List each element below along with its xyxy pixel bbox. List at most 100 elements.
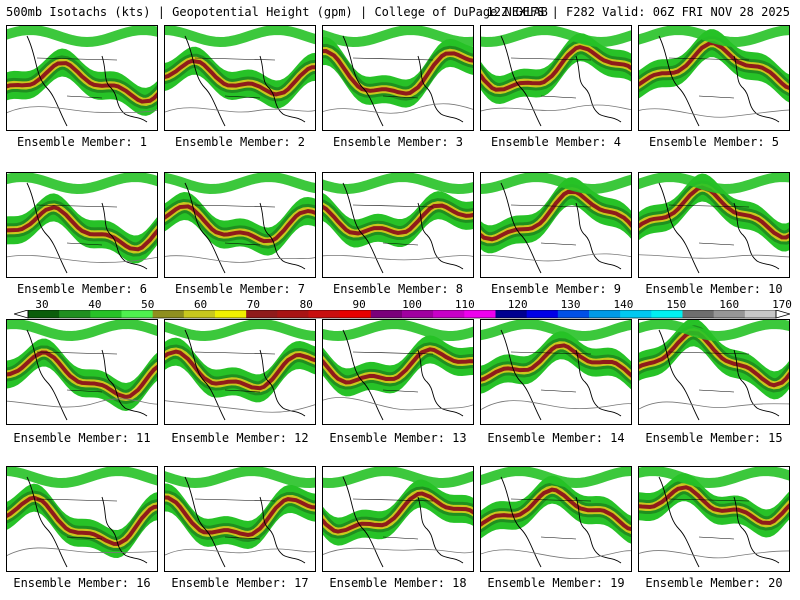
political-borders (36, 204, 118, 246)
jet-core-maroon (7, 205, 157, 252)
ensemble-member-label: Ensemble Member: 5 (648, 135, 780, 149)
jet-band-outer (165, 337, 315, 403)
jet-stream-map (7, 26, 157, 127)
secondary-jet (481, 320, 631, 341)
colorbar-swatch (246, 310, 278, 318)
height-contour (639, 254, 789, 259)
colorbar-swatch (370, 310, 403, 318)
secondary-jet (7, 320, 157, 341)
jet-core-maroon (481, 189, 631, 242)
height-contour (165, 107, 315, 113)
colorbar-left-arrow (14, 310, 29, 319)
ensemble-member-label: Ensemble Member: 9 (490, 282, 622, 296)
model-run-valid-time: 12Z GEFS | F282 Valid: 06Z FRI NOV 28 20… (486, 5, 790, 19)
political-borders (194, 498, 276, 540)
jet-core-maroon (639, 330, 789, 388)
jet-core-maroon (481, 45, 631, 92)
west-coastline (658, 476, 700, 568)
west-coastline (26, 476, 68, 568)
political-borders (668, 57, 750, 99)
jet-stream-map (323, 320, 473, 421)
secondary-jet (165, 26, 315, 48)
west-coastline (658, 182, 700, 274)
height-contour (165, 548, 315, 556)
jet-stream-map (165, 320, 315, 421)
political-borders (510, 351, 592, 393)
colorbar-right-arrow (775, 310, 790, 319)
east-coastline (733, 55, 780, 123)
jet-core-maroon (323, 48, 473, 96)
height-contour (165, 255, 315, 263)
ensemble-member-label: Ensemble Member: 11 (13, 431, 151, 445)
jet-core-maroon (639, 185, 789, 240)
political-borders (510, 57, 592, 99)
jet-core-maroon (481, 487, 631, 532)
ensemble-map-panel (322, 25, 474, 131)
ensemble-map-panel (638, 466, 790, 572)
ensemble-map-panel (6, 466, 158, 572)
height-contour (7, 398, 157, 408)
map-header: 500mb Isotachs (kts) | Geopotential Heig… (6, 5, 796, 21)
ensemble-map-panel (6, 25, 158, 131)
colorbar-swatch (90, 310, 122, 318)
colorbar-swatch (651, 310, 683, 318)
political-borders (36, 57, 118, 99)
height-contour (481, 253, 631, 262)
ensemble-member-label: Ensemble Member: 13 (329, 431, 467, 445)
height-contour (7, 106, 157, 114)
secondary-jet (165, 173, 315, 194)
east-coastline (733, 349, 780, 417)
secondary-jet (323, 26, 473, 48)
west-coastline (342, 329, 384, 421)
height-contour (323, 397, 473, 411)
secondary-jet (7, 26, 157, 48)
isotach-colorbar: 30 40 50 60 70 80 90 100 110 120 130 140 150 160 170 (14, 298, 792, 322)
colorbar-swatch (121, 310, 154, 318)
secondary-jet (639, 173, 789, 194)
ensemble-member-label: Ensemble Member: 10 (645, 282, 783, 296)
west-coastline (184, 182, 226, 274)
ensemble-map-panel (638, 25, 790, 131)
west-coastline (184, 35, 226, 127)
political-borders (194, 57, 276, 99)
jet-core-maroon (7, 61, 157, 104)
height-contour (639, 401, 789, 410)
jet-stream-map (323, 26, 473, 127)
political-borders (352, 351, 434, 393)
ensemble-member-label: Ensemble Member: 15 (645, 431, 783, 445)
political-borders (668, 351, 750, 393)
political-borders (352, 204, 434, 246)
ensemble-map-panel (480, 466, 632, 572)
colorbar-swatch (433, 310, 465, 318)
colorbar-swatch (152, 310, 185, 318)
jet-core-maroon (7, 350, 157, 400)
colorbar-swatch (464, 310, 496, 318)
colorbar-tick-label: 70 (246, 298, 261, 311)
west-coastline (342, 476, 384, 568)
west-coastline (658, 329, 700, 421)
east-coastline (101, 349, 148, 417)
ensemble-map-panel (164, 466, 316, 572)
secondary-jet (165, 320, 315, 341)
secondary-jet (481, 467, 631, 489)
colorbar-tick-label: 120 (507, 298, 528, 311)
west-coastline (500, 35, 542, 127)
colorbar-tick-label: 50 (141, 298, 155, 311)
colorbar-tick-label: 150 (666, 298, 687, 311)
colorbar-labels: 30 40 50 60 70 80 90 100 110 120 130 140 150 160 170 (14, 298, 792, 311)
west-coastline (26, 182, 68, 274)
west-coastline (26, 35, 68, 127)
political-borders (194, 204, 276, 246)
jet-stream-map (323, 173, 473, 274)
jet-stream-map (165, 467, 315, 568)
height-contour (481, 400, 631, 410)
west-coastline (658, 35, 700, 127)
colorbar-swatch (277, 310, 309, 318)
secondary-jet (7, 467, 157, 489)
colorbar-swatch (59, 310, 91, 318)
secondary-jet (323, 173, 473, 194)
secondary-jet (323, 320, 473, 342)
colorbar-swatch (744, 310, 777, 318)
height-contour (323, 103, 473, 114)
colorbar-swatch (682, 310, 715, 318)
